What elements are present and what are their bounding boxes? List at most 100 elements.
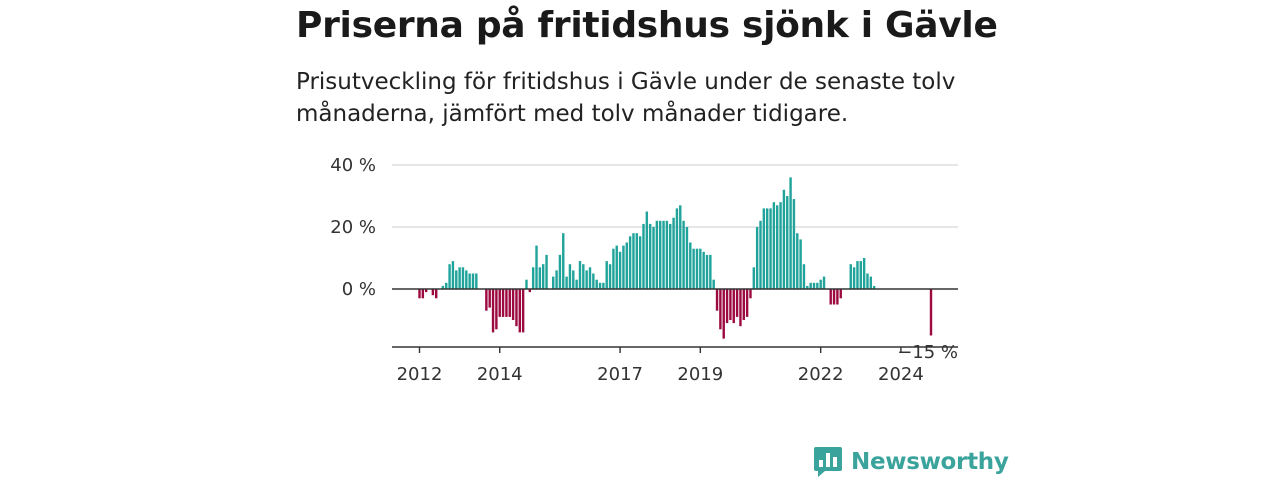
bar <box>862 258 866 289</box>
bar <box>552 276 555 289</box>
bar <box>702 251 705 289</box>
bar <box>648 223 652 289</box>
x-tick-label: 2012 <box>397 364 443 385</box>
bar <box>602 282 605 289</box>
bar <box>655 220 659 289</box>
bar <box>659 220 662 289</box>
bar <box>598 282 602 289</box>
bar <box>742 289 745 320</box>
bar <box>485 289 488 311</box>
bar <box>682 220 685 289</box>
bar <box>468 273 471 289</box>
bar <box>418 289 421 299</box>
bar <box>592 273 595 289</box>
bar <box>765 208 769 289</box>
bar <box>779 202 782 289</box>
bar <box>692 248 695 289</box>
bar <box>642 223 645 289</box>
bar <box>475 273 478 289</box>
bar <box>809 282 812 289</box>
bar <box>829 289 832 305</box>
bar <box>869 276 873 289</box>
bar <box>521 289 525 333</box>
bar <box>545 254 548 289</box>
bar <box>575 279 578 289</box>
bar <box>662 220 665 289</box>
bar <box>745 289 749 317</box>
bar <box>782 189 786 289</box>
bar <box>615 245 618 289</box>
bar <box>555 270 558 289</box>
bar <box>565 276 568 289</box>
bar <box>729 289 732 320</box>
bar <box>705 254 709 289</box>
bar <box>465 270 468 289</box>
bar <box>491 289 495 333</box>
bar <box>852 267 856 289</box>
bar <box>588 267 592 289</box>
bars <box>418 177 933 339</box>
bar <box>501 289 505 317</box>
bar <box>856 261 859 289</box>
bar <box>762 208 766 289</box>
last-value-label: −15 % <box>897 342 958 363</box>
bar <box>859 261 862 289</box>
bar <box>635 233 639 289</box>
bar <box>625 242 628 289</box>
bar <box>455 270 458 289</box>
bar <box>538 267 542 289</box>
bar <box>488 289 491 308</box>
bar <box>675 208 679 289</box>
bar <box>715 289 719 311</box>
chart-subtitle: Prisutveckling för fritidshus i Gävle un… <box>296 69 956 127</box>
bar <box>712 279 715 289</box>
bar <box>424 289 428 293</box>
bar <box>535 245 538 289</box>
y-tick-label: 20 % <box>330 217 376 238</box>
bar <box>725 289 729 324</box>
bar <box>562 233 565 289</box>
bar <box>699 248 702 289</box>
bar <box>572 270 575 289</box>
bar <box>518 289 521 333</box>
bar <box>672 217 675 289</box>
bar <box>669 223 672 289</box>
bar <box>719 289 722 330</box>
bar <box>652 227 655 289</box>
bar <box>732 289 735 324</box>
bar <box>689 242 692 289</box>
y-tick-label: 40 % <box>330 155 376 176</box>
bar <box>816 282 819 289</box>
bar <box>832 289 836 305</box>
brand-name: Newsworthy <box>851 449 1009 475</box>
bar <box>515 289 518 327</box>
bar <box>722 289 725 339</box>
bar <box>645 211 649 289</box>
bar <box>685 227 689 289</box>
bar <box>789 177 792 289</box>
bar <box>525 279 528 289</box>
bar <box>796 233 799 289</box>
x-tick-label: 2019 <box>677 364 723 385</box>
bar <box>495 289 498 330</box>
bar <box>431 289 435 296</box>
bar <box>595 279 598 289</box>
bar <box>435 289 438 299</box>
bar <box>528 289 532 293</box>
bar <box>612 248 615 289</box>
bar <box>531 267 535 289</box>
x-tick-label: 2024 <box>878 364 924 385</box>
bar <box>755 227 759 289</box>
bar <box>735 289 739 317</box>
gridlines <box>392 164 958 228</box>
bar <box>445 282 448 289</box>
bar <box>541 264 545 289</box>
bar <box>752 267 756 289</box>
axes: 0 % 20 % 40 % 2012 2014 2017 2019 2022 2024−15 % <box>330 155 958 385</box>
bar <box>638 236 642 289</box>
bar <box>849 264 852 289</box>
bar <box>622 245 625 289</box>
bar <box>799 239 802 289</box>
bar <box>461 267 465 289</box>
